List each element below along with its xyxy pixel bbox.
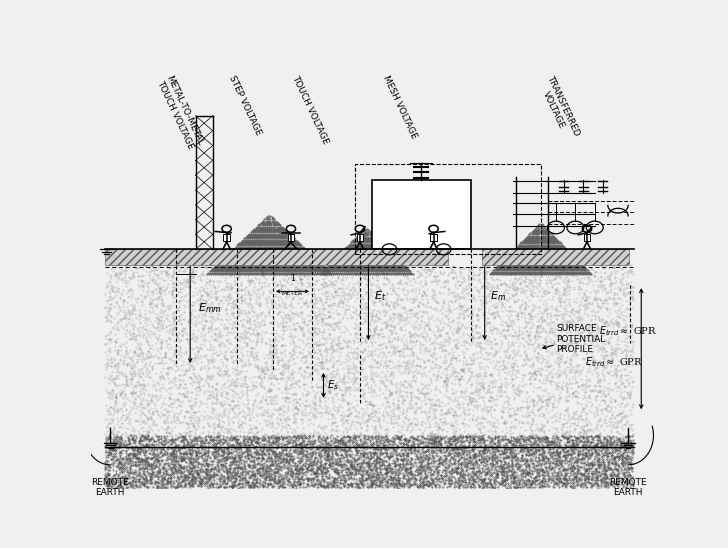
Text: SURFACE
POTENTIAL
PROFILE: SURFACE POTENTIAL PROFILE bbox=[556, 324, 605, 354]
Text: $E_{mm}$: $E_{mm}$ bbox=[198, 301, 221, 315]
Bar bbox=[223, 234, 230, 241]
Text: $E_{trrd}\approx$ GPR: $E_{trrd}\approx$ GPR bbox=[585, 355, 644, 369]
Text: TRANSFERRED
VOLTAGE: TRANSFERRED VOLTAGE bbox=[536, 74, 582, 142]
Text: $E_t$: $E_t$ bbox=[374, 289, 386, 303]
Bar bbox=[483, 249, 629, 265]
Text: $E_s$: $E_s$ bbox=[328, 379, 339, 392]
Text: 1: 1 bbox=[290, 274, 295, 283]
Bar bbox=[355, 164, 540, 254]
Bar bbox=[288, 234, 294, 241]
Text: METER: METER bbox=[282, 292, 303, 296]
Text: METAL-TO-METAL
TOUCH VOLTAGE: METAL-TO-METAL TOUCH VOLTAGE bbox=[155, 74, 205, 152]
Text: REMOTE
EARTH: REMOTE EARTH bbox=[609, 478, 647, 497]
Bar bbox=[371, 180, 471, 249]
Text: MESH VOLTAGE: MESH VOLTAGE bbox=[381, 74, 418, 140]
Bar bbox=[584, 234, 590, 241]
Bar bbox=[357, 234, 363, 241]
Text: $E_{trrd}\approx$ GPR: $E_{trrd}\approx$ GPR bbox=[598, 324, 657, 338]
Bar bbox=[105, 249, 448, 265]
Text: REMOTE
EARTH: REMOTE EARTH bbox=[92, 478, 129, 497]
Text: STEP VOLTAGE: STEP VOLTAGE bbox=[226, 74, 262, 137]
Text: $E_m$: $E_m$ bbox=[490, 289, 506, 303]
Text: TOUCH VOLTAGE: TOUCH VOLTAGE bbox=[290, 74, 331, 146]
Bar bbox=[430, 234, 437, 241]
